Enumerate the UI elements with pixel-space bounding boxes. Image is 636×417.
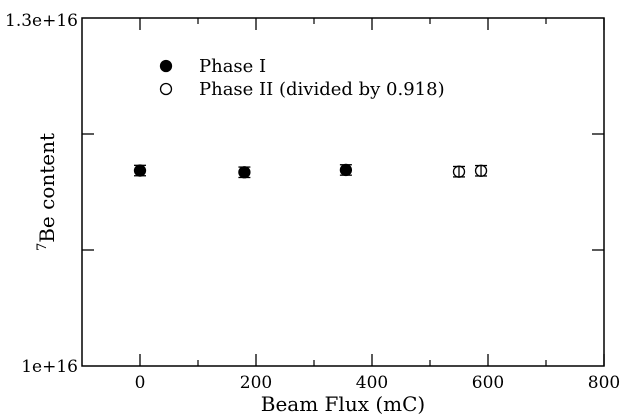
legend-marker-phase-2: [159, 82, 173, 96]
y-tick-label: 1e+16: [21, 357, 78, 377]
data-marker: [238, 166, 251, 179]
plot-frame: [81, 17, 605, 367]
y-axis-title-text: Be content: [35, 133, 59, 243]
y-axis-title-superscript: 7: [35, 243, 50, 251]
x-axis-ticks: [139, 18, 605, 366]
phase-2-point: [474, 164, 488, 177]
legend-label-phase-2: Phase II (divided by 0.918): [199, 79, 445, 100]
y-axis-tick-labels: 1e+16 1.3e+16: [5, 11, 78, 377]
x-tick-label: 400: [356, 373, 388, 393]
legend-marker-phase-1: [159, 59, 173, 73]
data-points: [133, 163, 488, 179]
phase-2-point: [452, 165, 466, 178]
x-axis-tick-labels: 0 200 400 600 800: [135, 373, 621, 393]
data-marker: [474, 164, 488, 177]
y-tick-label: 1.3e+16: [5, 11, 78, 31]
y-axis-ticks: [82, 133, 604, 251]
x-tick-label: 200: [240, 373, 272, 393]
data-marker: [339, 163, 353, 177]
data-marker: [452, 165, 466, 178]
x-axis-title: Beam Flux (mC): [261, 392, 425, 416]
data-marker: [133, 164, 147, 177]
legend: Phase I Phase II (divided by 0.918): [159, 56, 445, 100]
x-tick-label: 800: [588, 373, 620, 393]
legend-label-phase-1: Phase I: [199, 56, 266, 77]
phase-1-point: [339, 163, 353, 177]
y-axis-title: 7Be content: [35, 133, 59, 251]
x-tick-label: 600: [472, 373, 504, 393]
x-tick-label: 0: [135, 373, 146, 393]
phase-1-point: [133, 164, 147, 177]
phase-1-point: [238, 166, 251, 179]
